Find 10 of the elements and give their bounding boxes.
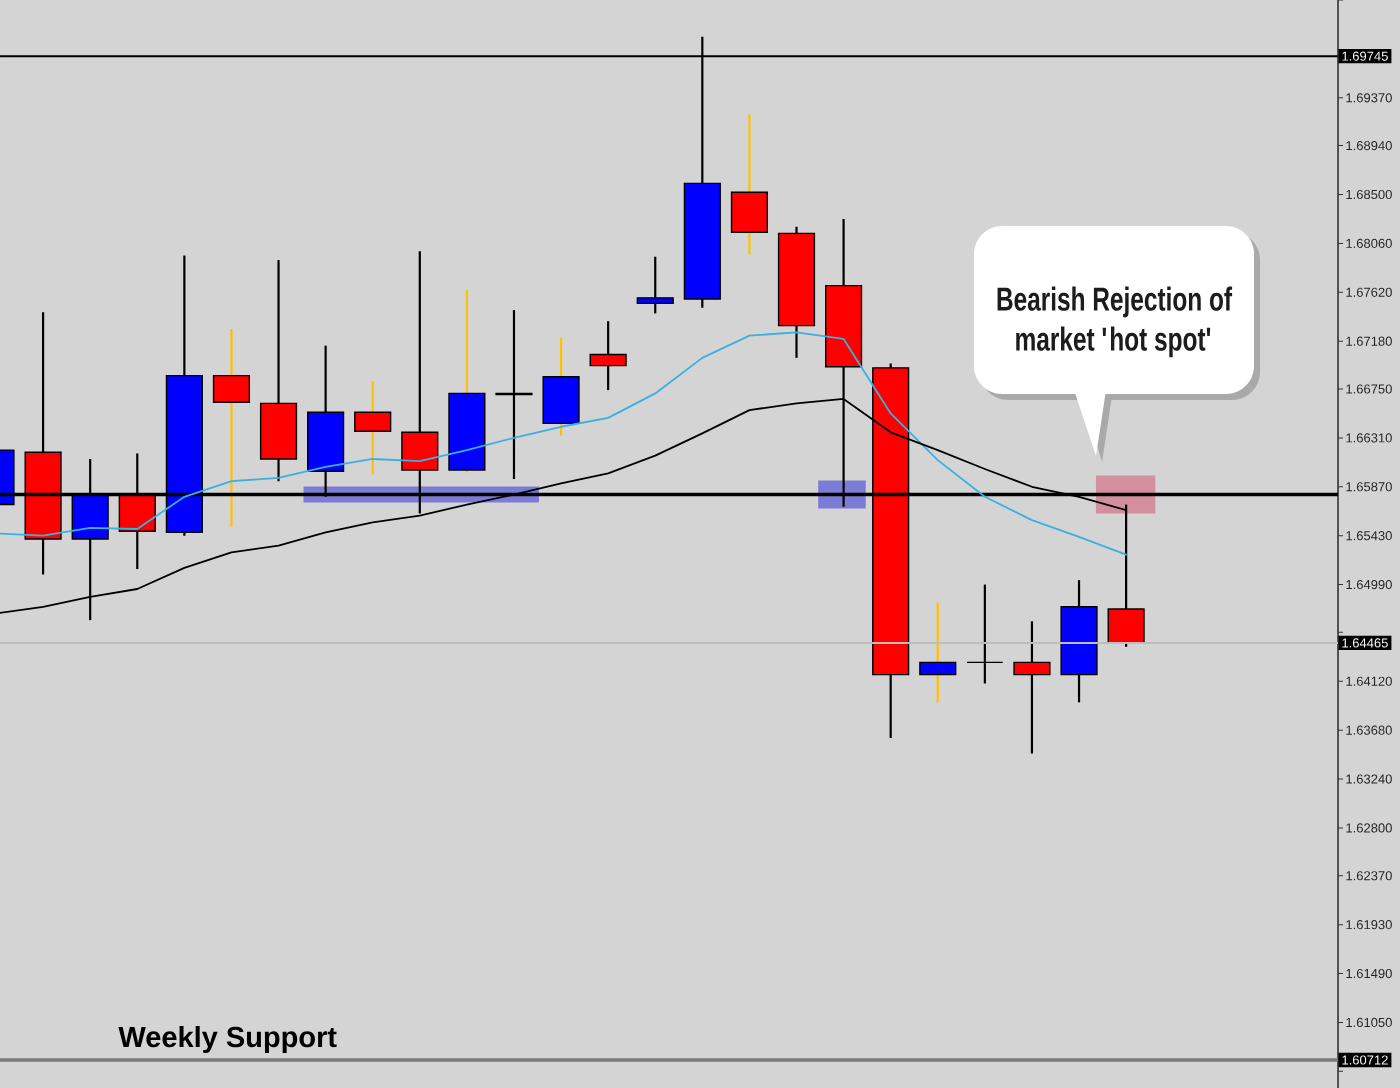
candlestick (589, 320, 627, 392)
candlestick (636, 255, 674, 315)
candlestick (966, 583, 1004, 685)
annotation: Bearish Rejection of market 'hot spot' (997, 286, 1233, 358)
annotation: Weekly Support (118, 1025, 337, 1054)
candlestick (919, 601, 957, 704)
candlestick (730, 113, 769, 256)
candlestick (354, 380, 392, 476)
candlestick (542, 336, 580, 437)
candlestick (1013, 620, 1051, 755)
